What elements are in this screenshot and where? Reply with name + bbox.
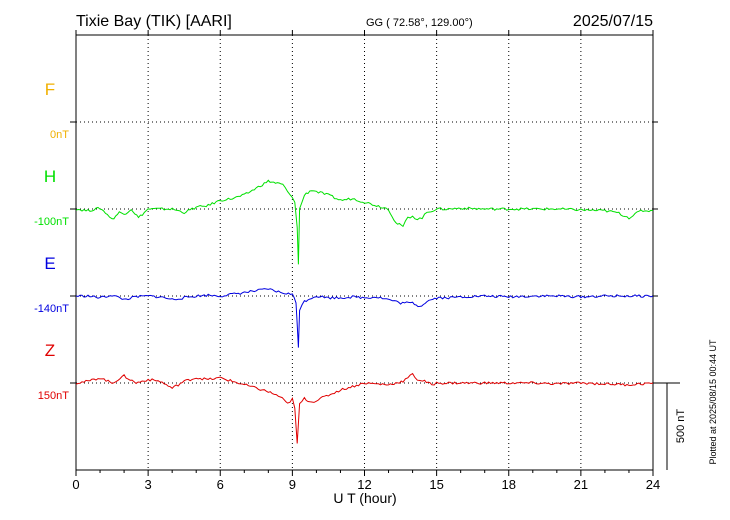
series-name-f: F [45,80,55,99]
series-offset-z: 150nT [38,390,69,402]
series-name-e: E [44,254,55,273]
x-tick-label: 18 [502,477,516,492]
grid [76,35,653,470]
series-line-h [75,179,654,265]
x-tick-label: 6 [217,477,224,492]
x-tick-label: 0 [72,477,79,492]
x-axis: 0 3 6 9 12 15 18 21 24 [70,30,660,492]
series-line-e [75,288,654,348]
station-title: Tixie Bay (TIK) [AARI] [76,13,232,30]
station-coords: GG ( 72.58°, 129.00°) [366,17,473,29]
x-axis-title: U T (hour) [333,490,396,506]
plot-frame [75,34,654,471]
series-line-z [75,372,654,444]
plotted-at-note: Plotted at 2025/08/15 00:44 UT [708,339,718,465]
x-tick-label: 15 [429,477,443,492]
plot-date: 2025/07/15 [573,13,653,30]
series-offset-h: -100nT [34,216,69,228]
series-labels: F 0nT H -100nT E -140nT Z 150nT [34,80,69,402]
x-tick-label: 9 [289,477,296,492]
scale-bar: 500 nT [653,382,687,470]
scale-bar-label: 500 nT [675,409,687,444]
x-tick-label: 3 [145,477,152,492]
x-tick-label: 21 [574,477,588,492]
x-tick-label: 12 [357,477,371,492]
series-name-h: H [44,167,56,186]
series-name-z: Z [45,341,55,360]
series-lines [75,179,654,444]
series-offset-f: 0nT [50,129,69,141]
series-offset-e: -140nT [34,303,69,315]
x-tick-label: 24 [646,477,660,492]
